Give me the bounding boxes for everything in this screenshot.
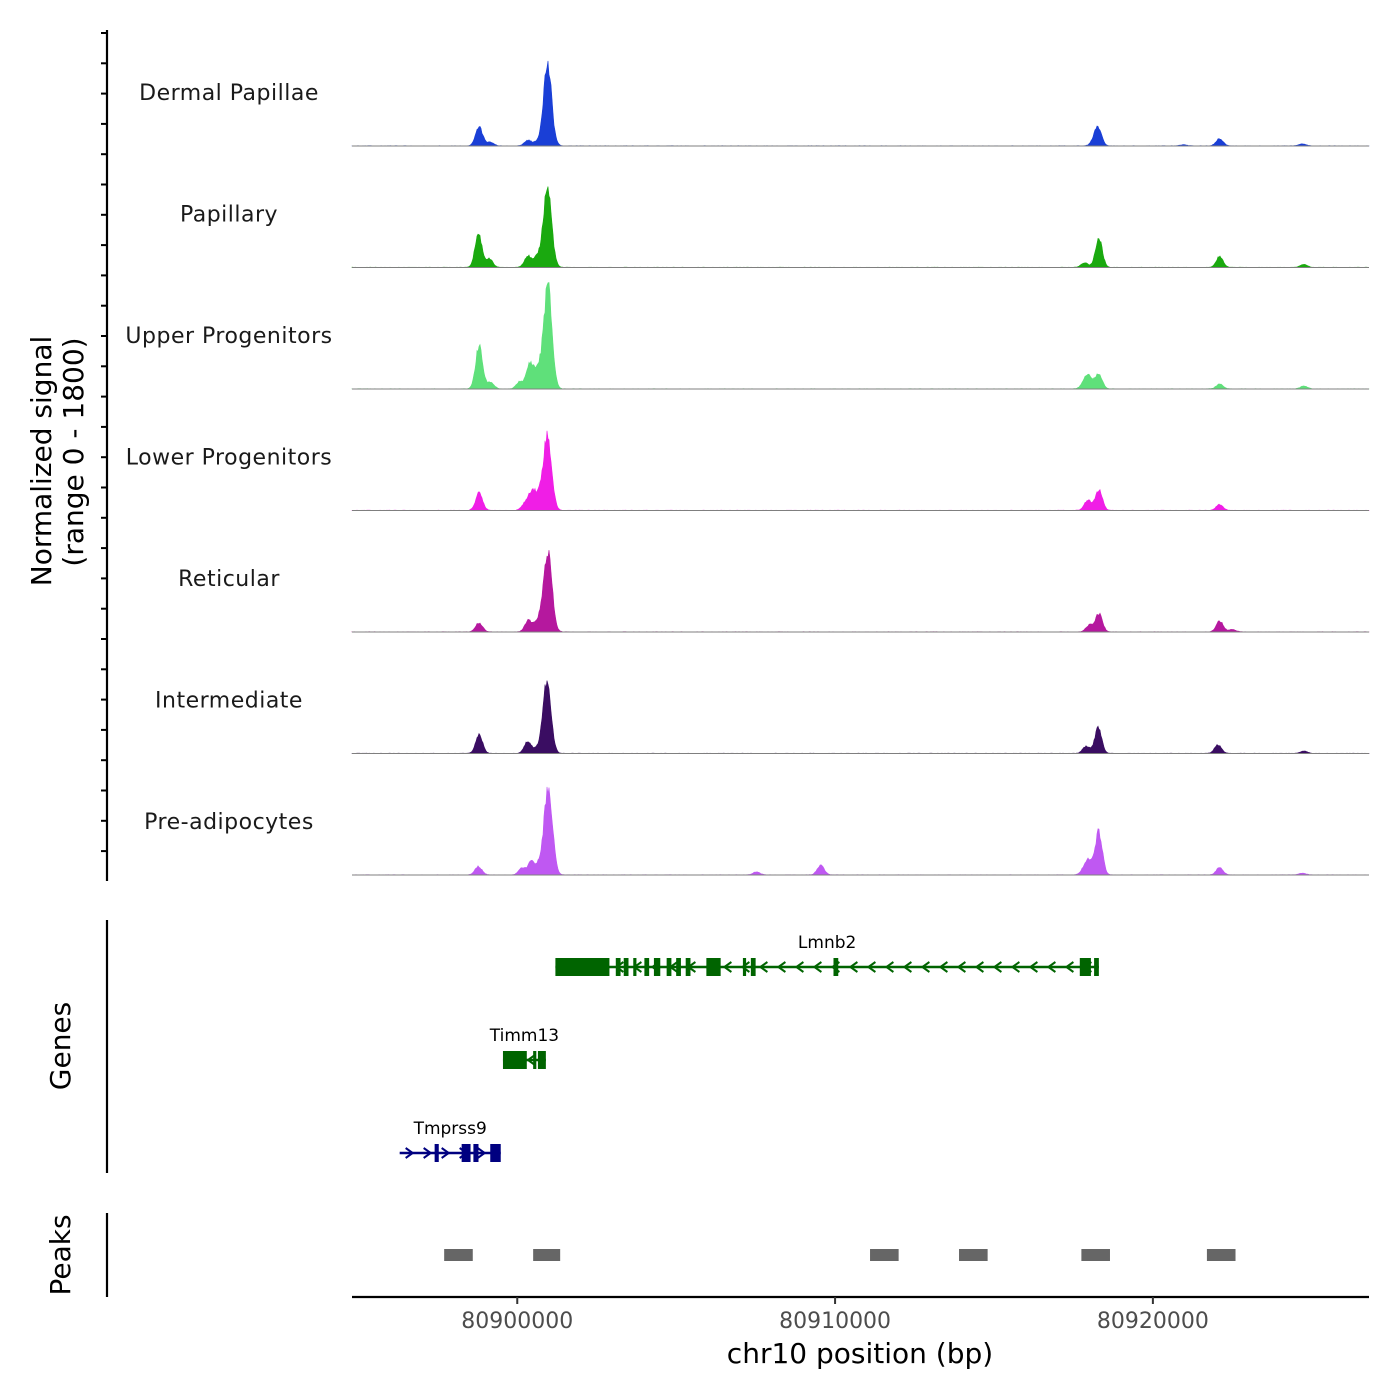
gene-exon (685, 958, 691, 976)
x-axis-title: chr10 position (bp) (727, 1337, 993, 1370)
strand-chevron (866, 961, 876, 973)
coverage-area (351, 186, 1370, 268)
gene-exon (615, 958, 621, 976)
strand-chevron (758, 961, 768, 973)
gene-exon (676, 958, 681, 976)
peaks-axis-title: Peaks (44, 1214, 77, 1295)
gene-exon (490, 1144, 501, 1162)
gene-exon (633, 958, 637, 976)
strand-chevron (992, 961, 1002, 973)
peak-region (444, 1249, 473, 1261)
strand-chevron (848, 961, 858, 973)
strand-chevron (776, 961, 786, 973)
coverage-track: Lower Progenitors (126, 430, 1370, 511)
gene-exon (742, 958, 747, 976)
gene-exon (706, 958, 721, 976)
coverage-y-axis (101, 30, 109, 881)
track-label: Papillary (180, 203, 278, 228)
coverage-y-axis-range: (range 0 - 1800) (57, 337, 90, 566)
gene-exon (502, 1051, 527, 1069)
strand-chevron (938, 961, 948, 973)
strand-chevron (884, 961, 894, 973)
peak-region (533, 1249, 561, 1261)
strand-chevron (740, 961, 750, 973)
strand-chevron (902, 961, 912, 973)
gene-exon (623, 958, 629, 976)
coverage-tracks: Dermal Papillae Papillary Upper Progenitor… (125, 60, 1370, 876)
gene-exon (434, 1144, 439, 1162)
strand-chevron (423, 1147, 433, 1159)
track-label: Lower Progenitors (126, 446, 332, 471)
strand-chevron (920, 961, 930, 973)
coverage-area (351, 786, 1370, 876)
strand-chevron (526, 1054, 536, 1066)
strand-chevron (441, 1147, 451, 1159)
coverage-area (351, 60, 1370, 147)
gene-track: Lmnb2 Timm13 Tmprss9 (399, 933, 1099, 1162)
coverage-area (351, 430, 1370, 511)
coverage-y-axis-title: Normalized signal (25, 336, 58, 587)
strand-chevron (1046, 961, 1056, 973)
track-label: Upper Progenitors (125, 324, 332, 349)
strand-chevron (477, 1147, 487, 1159)
gene-exon (750, 958, 756, 976)
strand-chevron (1010, 961, 1020, 973)
coverage-track: Reticular (178, 550, 1370, 633)
coverage-track: Upper Progenitors (125, 282, 1370, 390)
coverage-track: Pre-adipocytes (144, 786, 1370, 876)
gene-exon (533, 1051, 537, 1069)
strand-chevron (1064, 961, 1074, 973)
strand-chevron (1028, 961, 1038, 973)
track-label: Dermal Papillae (139, 81, 319, 106)
peak-region (959, 1249, 988, 1261)
gene-exon (644, 958, 650, 976)
gene-exon (537, 1051, 546, 1069)
coverage-area (351, 680, 1370, 754)
gene-tmprss9: Tmprss9 (399, 1119, 501, 1162)
track-label: Pre-adipocytes (144, 810, 314, 835)
x-tick-label: 80920000 (1097, 1309, 1209, 1334)
strand-chevron (794, 961, 804, 973)
gene-exon (833, 958, 839, 976)
peak-region (1081, 1249, 1110, 1261)
peak-region (870, 1249, 899, 1261)
strand-chevron (722, 961, 732, 973)
x-axis-ticks: 80900000 80910000 80920000 (461, 1297, 1209, 1334)
gene-exon (666, 958, 672, 976)
track-label: Reticular (178, 567, 280, 592)
coverage-track: Papillary (180, 186, 1370, 268)
gene-exon (473, 1144, 479, 1162)
gene-timm13: Timm13 (489, 1026, 559, 1069)
coverage-track: Dermal Papillae (139, 60, 1370, 147)
track-label: Intermediate (155, 689, 303, 714)
gene-exon (1079, 958, 1091, 976)
peak-region (1206, 1249, 1236, 1261)
gene-lmnb2: Lmnb2 (555, 933, 1099, 976)
coverage-area (351, 550, 1370, 633)
strand-chevron (405, 1147, 415, 1159)
gene-exon (1094, 958, 1099, 976)
x-tick-label: 80910000 (779, 1309, 891, 1334)
coverage-area (351, 282, 1370, 390)
gene-exon (653, 958, 661, 976)
gene-label: Lmnb2 (798, 933, 856, 953)
strand-chevron (812, 961, 822, 973)
strand-chevron (974, 961, 984, 973)
gene-label: Tmprss9 (413, 1119, 487, 1139)
peak-track (444, 1249, 1236, 1261)
gene-exon (461, 1144, 471, 1162)
strand-chevron (956, 961, 966, 973)
coverage-track: Intermediate (155, 680, 1370, 754)
genes-axis-title: Genes (44, 1002, 77, 1090)
gene-label: Timm13 (489, 1026, 559, 1046)
gene-exon (555, 958, 610, 976)
x-tick-label: 80900000 (461, 1309, 573, 1334)
